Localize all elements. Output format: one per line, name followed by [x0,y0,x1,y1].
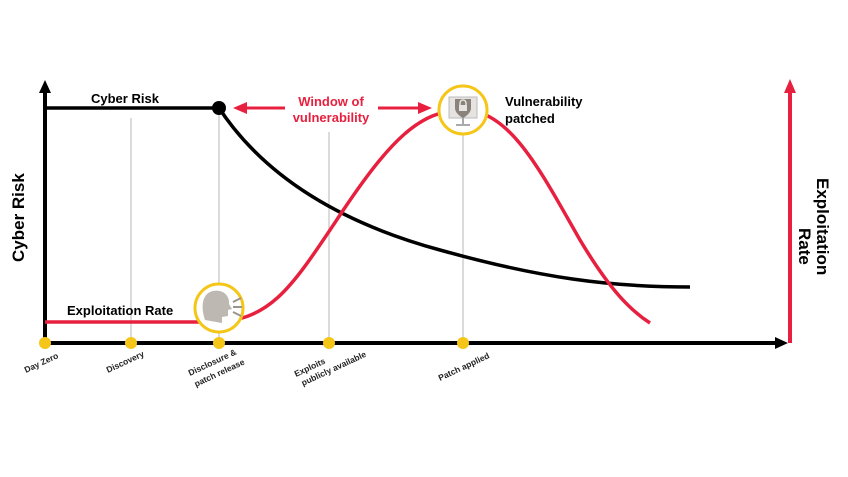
window-label-line1: Window of [298,94,364,109]
window-arrow-left-head [233,102,247,114]
milestone-dots [39,337,469,349]
milestone-label-discovery: Discovery [105,348,146,374]
disclosure-point [212,101,226,115]
window-arrow-right-head [418,102,432,114]
milestone-label-day-zero: Day Zero [23,350,60,374]
milestone-label-patch-applied: Patch applied [437,350,491,382]
milestone-dot [323,337,335,349]
milestone-dot [39,337,51,349]
window-label-line2: vulnerability [293,110,370,125]
cyber-risk-label: Cyber Risk [91,91,160,106]
y-axis-left-label: Cyber Risk [9,173,28,262]
patched-label-line2: patched [505,111,555,126]
y-axis-right-label-line2: Rate [795,228,814,265]
milestone-dot [213,337,225,349]
y-axis-arrow [39,80,51,93]
exploitation-rate-label: Exploitation Rate [67,303,173,318]
disclosure-speaking-head-icon [193,282,245,334]
right-y-axis-arrow [784,79,796,93]
y-axis-right-label-line1: Exploitation [813,178,832,275]
x-axis-arrow [775,337,788,349]
milestone-dot [457,337,469,349]
cyber-risk-curve [45,106,691,289]
guide-lines [130,108,464,343]
milestone-dot [125,337,137,349]
patched-label-line1: Vulnerability [505,94,583,109]
patched-shield-lock-icon [437,84,489,136]
